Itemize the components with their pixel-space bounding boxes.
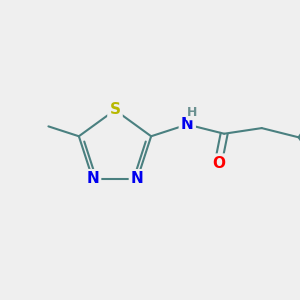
Text: N: N — [181, 117, 194, 132]
Text: H: H — [187, 106, 197, 119]
Text: O: O — [212, 156, 225, 171]
Text: N: N — [131, 171, 144, 186]
Text: S: S — [110, 103, 121, 118]
Text: N: N — [86, 171, 99, 186]
